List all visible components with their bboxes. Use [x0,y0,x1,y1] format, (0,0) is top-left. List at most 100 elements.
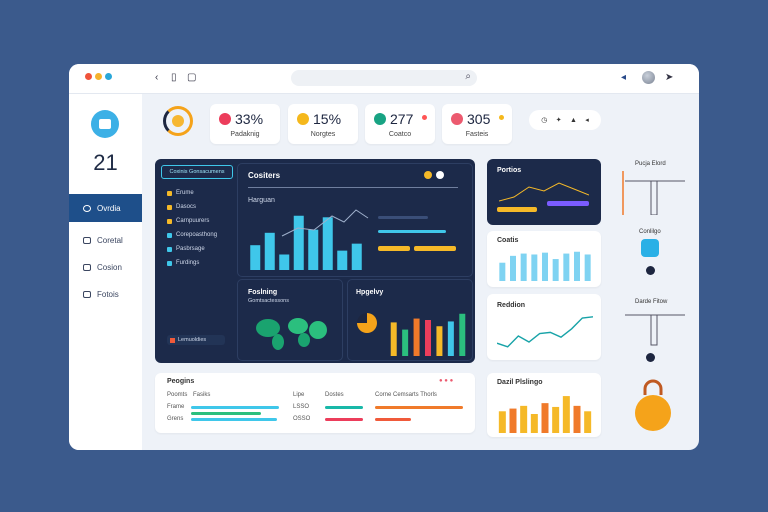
warning-icon[interactable]: ▲ [569,116,577,124]
tab-coxinis[interactable]: Coxinis Gonsacumens [161,165,233,179]
chart-bar [351,243,362,270]
progress-bar [414,246,456,251]
globe-icon [83,204,91,212]
chart-bar [520,253,527,281]
sidebar-item-ovrdia[interactable]: Ovrdia [69,194,142,222]
chart-bar [459,313,466,356]
yellow-bar-chart [498,396,592,433]
divider [248,187,458,188]
stat-icon [297,113,309,125]
cyan-bar-chart [499,251,591,281]
square-icon [170,337,175,343]
chart-bar [337,250,348,270]
dazil-card: Dazil Plslingo [487,373,601,437]
area-line [499,182,589,202]
list-item[interactable]: Corepoasthong [167,232,217,238]
progress-bar [191,406,279,409]
app-tile-icon[interactable] [641,239,659,257]
list-item[interactable]: Pasbrsage [167,246,205,252]
chart-bar [293,215,304,270]
bookmark-icon[interactable]: ▯ [171,72,177,83]
chart-bar [510,255,516,281]
stat-card[interactable]: 33% Padaknig [210,104,280,144]
list-item-label: Pasbrsage [176,246,205,252]
sidebar-number: 21 [93,150,118,175]
square-icon [167,232,172,238]
list-item[interactable]: Furdings [167,260,199,266]
crane-icon [625,314,685,346]
chart-bar [584,254,591,281]
sidebar-item-label: Ovrdia [97,203,121,213]
row-label: OSSO [293,416,311,422]
tab-label: Coxinis Gonsacumens [169,169,225,175]
dark-dashboard: Coxinis Gonsacumens Erume Dasocs Carnpuu… [155,159,475,363]
column-header: Corne Cemsarts Thorls [375,392,437,398]
footer-label: Lemuoldies [178,337,207,343]
sidebar-item-fotois[interactable]: Fotois [69,280,142,308]
chart-bar [541,403,549,433]
list-item[interactable]: Erume [167,190,194,196]
row-label: LSSO [293,404,310,410]
stat-value: 33% [235,111,264,127]
chart-bar [563,253,570,281]
minimize-dot[interactable] [95,73,102,80]
cursor-icon[interactable]: ➤ [665,72,674,83]
tab-icon[interactable]: ▢ [187,72,197,83]
chart-bar [584,411,592,433]
square-icon [167,204,172,210]
stat-icon [374,113,386,125]
progress-gauge-icon [163,106,193,136]
section-label: Conlilgo [639,229,661,235]
avatar[interactable] [642,71,655,84]
sparkle-icon[interactable]: ✦ [555,117,562,124]
speaker-icon[interactable]: ◂ [621,72,627,83]
portios-card: Portios [487,159,601,225]
close-dot[interactable] [85,73,92,80]
card-title: Peogins [167,378,195,385]
folder-icon [83,236,91,244]
chart-bar [530,414,538,433]
stat-card[interactable]: 305 Fasteis [442,104,512,144]
sidebar-item-label: Fotois [97,289,119,299]
chart-bar [562,396,570,433]
arrow-icon[interactable]: ◂ [585,117,589,124]
image-icon [83,290,91,298]
list-item[interactable]: Carnpuurers [167,218,209,224]
info-dot-icon[interactable] [646,353,655,362]
pie-icon [357,313,377,333]
progress-bar [191,418,277,421]
right-column: Pucja Elord Conlilgo Darde Fitow [621,159,691,439]
progress-bar [547,201,589,206]
clock-icon[interactable]: ◷ [541,117,548,124]
chart-bar [447,321,454,356]
progress-bar [325,418,363,421]
chart-bar [509,408,517,433]
footer-button[interactable]: Lemuoldies [167,335,225,345]
progress-bar [325,406,363,409]
stat-card[interactable]: 15% Norgtes [288,104,358,144]
back-icon[interactable]: ‹ [155,72,159,83]
list-item[interactable]: Dasocs [167,204,196,210]
chart-title: Cositers [248,171,281,180]
sidebar-item-coretal[interactable]: Coretal [69,226,142,254]
sidebar-item-cosion[interactable]: Cosion [69,253,142,281]
stat-icon [451,113,463,125]
peogins-card: Peogins Poomts Fasiks Frame Grens Lipe L… [155,373,475,433]
progress-bar [375,406,463,409]
chart-bar [402,329,409,356]
square-icon [167,218,172,224]
row-label: Poomts [167,392,188,398]
main-bar-chart [250,215,362,270]
lock-icon[interactable] [631,379,675,431]
stat-card[interactable]: 277 Coatco [365,104,435,144]
card-title: Dazil Plslingo [497,379,543,386]
maximize-dot[interactable] [105,73,112,80]
world-map-icon [256,318,327,350]
list-item-label: Carnpuurers [176,218,210,224]
progress-bar [497,207,537,212]
yellow-dot-icon [424,171,432,179]
card-controls-icon[interactable]: ● ● ● [439,378,454,384]
list-item-label: Dasocs [176,204,197,210]
info-dot-icon[interactable] [646,266,655,275]
search-input[interactable]: ⌕ [291,70,477,86]
